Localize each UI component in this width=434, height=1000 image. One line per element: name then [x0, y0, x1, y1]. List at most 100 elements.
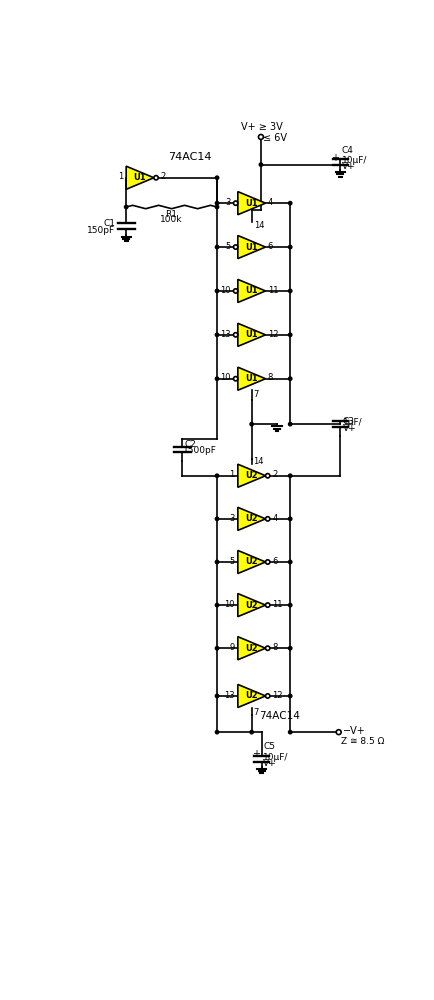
Text: 10: 10: [220, 286, 230, 295]
Circle shape: [250, 730, 253, 734]
Text: 3: 3: [230, 514, 235, 523]
Text: 6: 6: [268, 242, 273, 251]
Circle shape: [215, 201, 219, 205]
Text: 1500pF: 1500pF: [183, 446, 217, 455]
Circle shape: [266, 646, 270, 650]
Text: U2: U2: [245, 557, 258, 566]
Text: U2: U2: [245, 644, 258, 653]
Circle shape: [266, 517, 270, 521]
Text: 3: 3: [225, 198, 230, 207]
Text: 8: 8: [268, 373, 273, 382]
Polygon shape: [238, 550, 266, 574]
Circle shape: [215, 474, 219, 477]
Circle shape: [215, 176, 219, 179]
Polygon shape: [238, 323, 266, 346]
Circle shape: [289, 201, 292, 205]
Circle shape: [289, 377, 292, 380]
Circle shape: [215, 517, 219, 521]
Text: C1: C1: [103, 219, 115, 228]
Polygon shape: [238, 235, 266, 259]
Circle shape: [215, 730, 219, 734]
Circle shape: [289, 474, 292, 477]
Circle shape: [215, 289, 219, 293]
Circle shape: [289, 560, 292, 564]
Text: C4: C4: [342, 146, 354, 155]
Circle shape: [215, 245, 219, 249]
Text: U2: U2: [245, 601, 258, 610]
Text: U1: U1: [245, 286, 258, 295]
Circle shape: [336, 730, 341, 735]
Circle shape: [259, 163, 263, 166]
Circle shape: [266, 603, 270, 607]
Polygon shape: [238, 594, 266, 617]
Text: C5: C5: [263, 742, 275, 751]
Text: C3: C3: [342, 417, 355, 426]
Text: 7: 7: [253, 708, 259, 717]
Text: 74AC14: 74AC14: [168, 152, 212, 162]
Text: 150pF: 150pF: [87, 226, 115, 235]
Text: V+: V+: [263, 759, 277, 768]
Circle shape: [250, 422, 253, 426]
Polygon shape: [238, 192, 266, 215]
Circle shape: [233, 289, 238, 293]
Text: 11: 11: [272, 600, 283, 609]
Circle shape: [154, 176, 158, 180]
Polygon shape: [238, 507, 266, 530]
Text: V+: V+: [342, 424, 356, 433]
Text: 74AC14: 74AC14: [260, 711, 300, 721]
Circle shape: [233, 201, 238, 205]
Text: 5: 5: [230, 557, 235, 566]
Text: 6: 6: [272, 557, 277, 566]
Circle shape: [233, 333, 238, 337]
Text: 2: 2: [272, 470, 277, 479]
Text: 9: 9: [230, 643, 235, 652]
Text: 7: 7: [253, 390, 259, 399]
Text: 14: 14: [253, 457, 264, 466]
Text: 8: 8: [272, 643, 277, 652]
Text: V+: V+: [342, 162, 355, 171]
Text: Z ≅ 8.5 Ω: Z ≅ 8.5 Ω: [341, 737, 385, 746]
Text: +: +: [252, 749, 260, 759]
Text: U1: U1: [134, 173, 146, 182]
Circle shape: [266, 474, 270, 478]
Circle shape: [215, 694, 219, 698]
Text: 10: 10: [220, 373, 230, 382]
Circle shape: [259, 134, 263, 139]
Polygon shape: [238, 637, 266, 660]
Circle shape: [215, 205, 219, 209]
Circle shape: [289, 422, 292, 426]
Circle shape: [125, 205, 128, 209]
Circle shape: [233, 377, 238, 381]
Text: 2: 2: [161, 172, 166, 181]
Text: U1: U1: [245, 243, 258, 252]
Text: 11: 11: [268, 286, 278, 295]
Circle shape: [289, 289, 292, 293]
Circle shape: [215, 603, 219, 607]
Text: 100k: 100k: [160, 215, 183, 224]
Circle shape: [289, 730, 292, 734]
Text: C2: C2: [185, 440, 197, 449]
Circle shape: [266, 560, 270, 564]
Circle shape: [289, 694, 292, 698]
Polygon shape: [238, 367, 266, 390]
Text: 10: 10: [224, 600, 235, 609]
Text: 10μF/: 10μF/: [342, 156, 367, 165]
Text: 14: 14: [254, 221, 264, 230]
Text: U1: U1: [245, 199, 258, 208]
Text: ≤ 6V: ≤ 6V: [263, 133, 287, 143]
Text: V+ ≥ 3V: V+ ≥ 3V: [241, 122, 283, 132]
Circle shape: [289, 603, 292, 607]
Polygon shape: [126, 166, 154, 189]
Circle shape: [289, 245, 292, 249]
Text: U1: U1: [245, 330, 258, 339]
Text: 1: 1: [118, 172, 123, 181]
Text: U2: U2: [245, 471, 258, 480]
Circle shape: [215, 560, 219, 564]
Circle shape: [266, 694, 270, 698]
Text: R1: R1: [166, 210, 178, 219]
Circle shape: [215, 377, 219, 380]
Text: +: +: [331, 153, 339, 163]
Text: 1: 1: [230, 470, 235, 479]
Text: U2: U2: [245, 514, 258, 523]
Text: 13: 13: [224, 691, 235, 700]
